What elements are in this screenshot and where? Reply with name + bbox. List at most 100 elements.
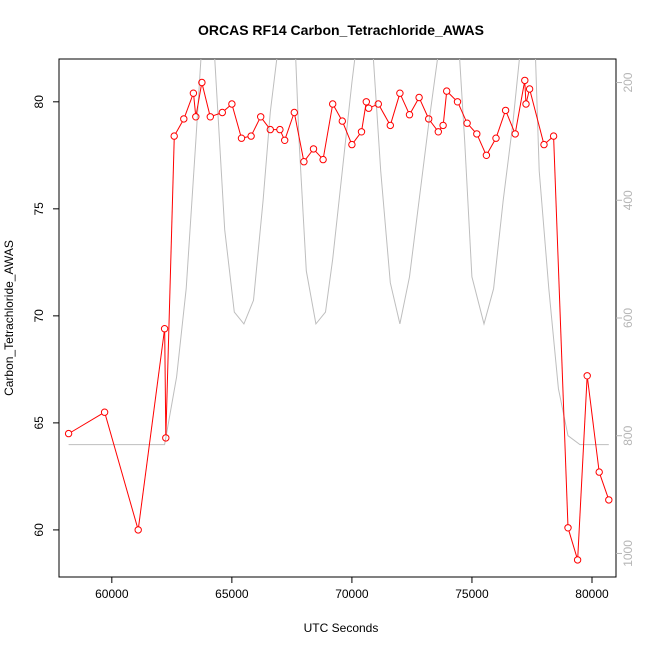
series-line-segment — [568, 530, 578, 557]
series-line-segment — [390, 96, 400, 123]
data-point — [64, 429, 73, 438]
series-line-segment — [496, 113, 505, 136]
y-axis: 60 65 70 75 80 — [32, 95, 59, 537]
data-point — [525, 85, 534, 93]
series-line-segment — [587, 378, 600, 469]
series-line-segment — [175, 121, 183, 134]
series-line-segment — [224, 105, 230, 111]
data-point — [374, 100, 382, 108]
series-line-segment — [262, 119, 269, 128]
series-line-segment — [419, 100, 428, 117]
data-point — [434, 128, 442, 136]
data-point — [473, 130, 481, 138]
series-line-segment — [343, 123, 352, 142]
data-point — [549, 132, 558, 140]
x-tick-label: 65000 — [215, 587, 249, 601]
y-axis-label: Carbon_Tetrachloride_AWAS — [2, 240, 16, 396]
data-point — [357, 128, 366, 136]
data-point — [247, 132, 255, 140]
data-point — [257, 113, 265, 121]
y2-tick-label: 1000 — [621, 540, 635, 567]
x-tick-label: 70000 — [335, 587, 369, 601]
x-tick-label: 60000 — [95, 587, 129, 601]
y-tick-label: 65 — [32, 416, 46, 430]
series-line-segment — [599, 474, 609, 498]
data-point — [228, 100, 236, 108]
series-line-segment — [443, 94, 447, 123]
series-line-segment — [410, 100, 419, 113]
series-line-segment — [526, 91, 530, 101]
data-point — [511, 130, 519, 138]
series-line-segment — [468, 125, 475, 132]
series-line-segment — [448, 93, 456, 100]
data-point — [443, 87, 451, 95]
series-line-segment — [305, 151, 312, 160]
chart-title: ORCAS RF14 Carbon_Tetrachloride_AWAS — [198, 22, 484, 38]
data-point — [405, 111, 414, 119]
secondary-y-axis: 200 400 600 800 1000 — [616, 72, 635, 567]
data-point — [521, 76, 529, 85]
data-point — [329, 100, 337, 108]
x-tick-label: 80000 — [575, 587, 609, 601]
data-point — [338, 117, 346, 125]
x-axis-label: UTC Seconds — [304, 621, 379, 635]
data-point — [386, 121, 394, 130]
data-point — [218, 108, 227, 117]
data-point — [463, 119, 471, 127]
secondary-series-line — [68, 59, 609, 446]
y2-tick-label: 600 — [621, 308, 635, 328]
y-tick-label: 75 — [32, 202, 46, 216]
data-point — [237, 134, 246, 142]
data-point — [134, 526, 142, 534]
secondary-series — [68, 59, 609, 446]
series-line-segment — [285, 115, 294, 138]
data-point — [100, 408, 109, 416]
data-point — [415, 93, 423, 102]
series-line-segment — [477, 136, 486, 153]
series-line-segment — [213, 113, 220, 117]
primary-series — [64, 76, 613, 564]
series-line-segment — [487, 140, 495, 153]
data-point — [482, 151, 491, 160]
data-point — [319, 155, 327, 164]
series-line-segment — [577, 378, 588, 557]
data-point — [266, 125, 274, 134]
series-line-segment — [379, 106, 390, 123]
series-line-segment — [515, 83, 525, 131]
series-line-segment — [353, 134, 361, 143]
series-line-segment — [138, 331, 165, 527]
data-point — [492, 134, 500, 142]
series-line-segment — [506, 113, 515, 132]
x-axis: 60000 65000 70000 75000 80000 — [95, 576, 609, 601]
data-point — [362, 98, 370, 106]
data-point — [300, 158, 308, 166]
data-point — [425, 115, 433, 123]
data-point — [198, 78, 206, 87]
data-point — [192, 113, 200, 121]
series-line-segment — [315, 150, 322, 158]
data-point — [605, 496, 613, 504]
series-line-segment — [430, 121, 437, 130]
series-line-segment — [529, 91, 544, 142]
data-point — [160, 325, 169, 333]
series-line-segment — [164, 331, 167, 435]
series-line-segment — [195, 85, 202, 114]
data-point — [396, 89, 404, 97]
series-line-segment — [193, 96, 196, 114]
y-tick-label: 70 — [32, 309, 46, 323]
y2-tick-label: 400 — [621, 190, 635, 210]
series-line-segment — [400, 95, 409, 112]
series-line-segment — [71, 413, 103, 433]
series-line-segment — [280, 132, 284, 138]
data-point — [540, 140, 548, 149]
series-line-segment — [371, 104, 376, 108]
series-line-segment — [553, 139, 569, 525]
series-line-segment — [546, 137, 552, 143]
data-point — [522, 100, 530, 108]
data-point — [162, 434, 170, 442]
data-point — [501, 106, 510, 115]
series-line-segment — [458, 104, 467, 121]
data-point — [583, 372, 591, 380]
data-point — [276, 125, 284, 134]
